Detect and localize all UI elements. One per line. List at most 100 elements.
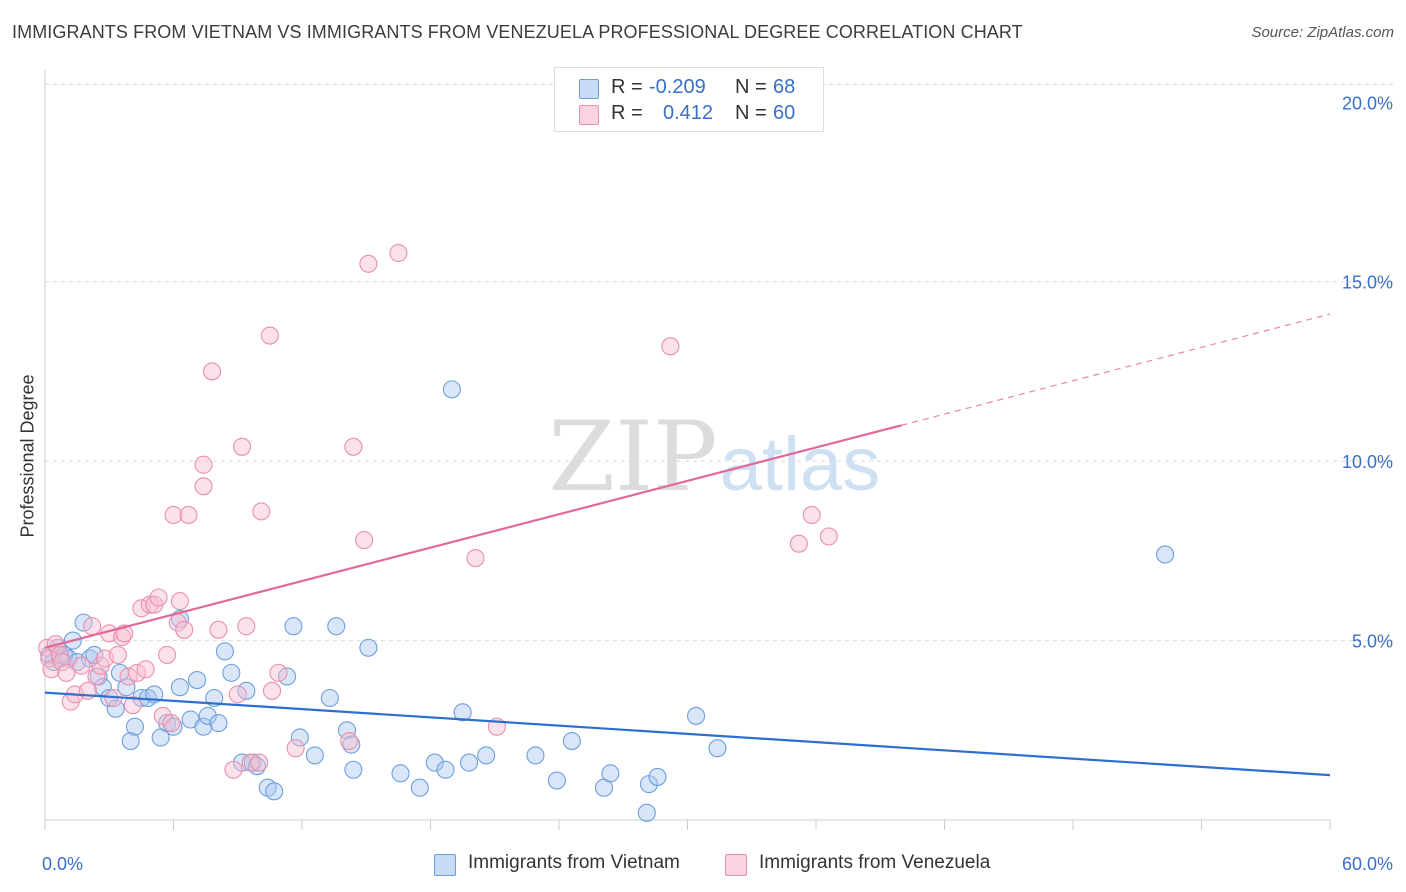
vietnam-point [284,617,303,636]
correlation-legend: R = -0.209 N = 68 R = 0.412 N = 60 [554,67,824,132]
legend-r-value-venezuela: 0.412 [663,102,714,124]
venezuela-point [232,437,252,456]
vietnam-point [337,721,357,740]
venezuela-point [123,696,142,715]
vietnam-point [410,778,429,797]
venezuela-point [802,505,821,525]
venezuela-point [194,477,213,496]
venezuela-point [789,534,808,553]
legend-swatch-venezuela [579,105,599,125]
trend-lines [44,313,1331,777]
vietnam-point [222,663,241,682]
legend-swatch-vietnam [579,79,599,99]
source-credit: Source: ZipAtlas.com [1251,24,1394,41]
venezuela-point [175,620,194,639]
venezuela-point [42,660,61,679]
venezuela-point [661,337,680,356]
venezuela-point [359,254,378,273]
vietnam-point [562,732,581,751]
vietnam-point [121,732,140,751]
venezuela-point [149,588,168,607]
vietnam-point [648,767,667,786]
venezuela-point [194,455,213,474]
venezuela-point [269,663,288,682]
venezuela-point [344,437,363,456]
watermark-atlas: atlas [720,422,881,507]
vietnam-point [442,380,461,399]
legend-n-label: N = [735,102,767,124]
venezuela-point [83,617,102,636]
bottom-legend-swatch-venezuela [725,854,747,876]
venezuela-point [179,505,198,525]
legend-r-label: R = [611,76,643,98]
venezuela-point [87,667,106,686]
venezuela-point [355,531,374,550]
venezuela-point [389,243,408,263]
vietnam-point [526,746,545,765]
legend-n-value-venezuela: 60 [773,102,796,124]
chart-title: IMMIGRANTS FROM VIETNAM VS IMMIGRANTS FR… [12,22,1023,42]
vietnam-point [117,678,136,697]
venezuela-point [72,656,91,675]
vietnam-point [305,746,324,765]
venezuela-point [136,660,155,679]
bottom-legend-label-venezuela: Immigrants from Venezuela [759,852,991,873]
vietnam-point [320,688,339,708]
vietnam-point [198,706,217,725]
venezuela-point [170,592,189,611]
venezuela-point [50,645,70,664]
vietnam-point [601,764,620,783]
vietnam-point [125,717,144,736]
y-tick-label: 5.0% [1352,632,1393,652]
vietnam-point [344,760,363,779]
venezuela-point [57,663,76,682]
vietnam-point [290,728,309,747]
venezuela-point [228,685,247,704]
vietnam-point [194,717,213,736]
vietnam-point [209,714,228,733]
vietnam-point [425,753,444,772]
x-tick-label: 0.0% [42,854,83,874]
data-points [38,243,1175,822]
vietnam-point [188,670,207,690]
venezuela-point [250,753,269,772]
axes [44,70,1331,830]
venezuela-point [108,645,127,664]
legend-r-label: R = [611,102,643,124]
vietnam-point [477,746,496,765]
watermark: ZIP atlas [548,401,880,513]
vietnam-point [547,771,566,790]
venezuela-point [158,645,177,664]
venezuela-point [340,732,359,751]
vietnam-point [265,782,284,801]
vietnam-point [170,678,189,697]
venezuela-point [466,548,485,568]
vietnam-point [637,803,656,822]
gridlines [45,83,1395,642]
venezuela-point [262,681,282,700]
venezuela-point [162,714,181,733]
tick-labels: 5.0% 10.0% 15.0% 20.0% 0.0% 60.0% [42,93,1393,874]
vietnam-point [327,617,346,636]
watermark-zip: ZIP [548,401,717,513]
venezuela-point [819,527,838,546]
venezuela-trend-line [44,424,902,649]
y-tick-label: 10.0% [1342,452,1393,472]
vietnam-point [687,706,706,725]
x-tick-label: 60.0% [1342,854,1393,874]
bottom-legend-swatch-vietnam [434,854,456,876]
legend-n-value-vietnam: 68 [773,76,796,98]
venezuela-point [209,620,228,639]
vietnam-point [453,703,472,722]
vietnam-point [215,642,234,661]
venezuela-point [224,760,243,779]
vietnam-point [359,638,378,657]
vietnam-point [1156,545,1175,564]
venezuela-point [286,739,305,758]
venezuela-trend-extension [901,313,1331,426]
y-tick-label: 20.0% [1342,93,1393,113]
venezuela-point [203,362,222,381]
vietnam-point [459,753,479,772]
venezuela-point [252,502,271,521]
